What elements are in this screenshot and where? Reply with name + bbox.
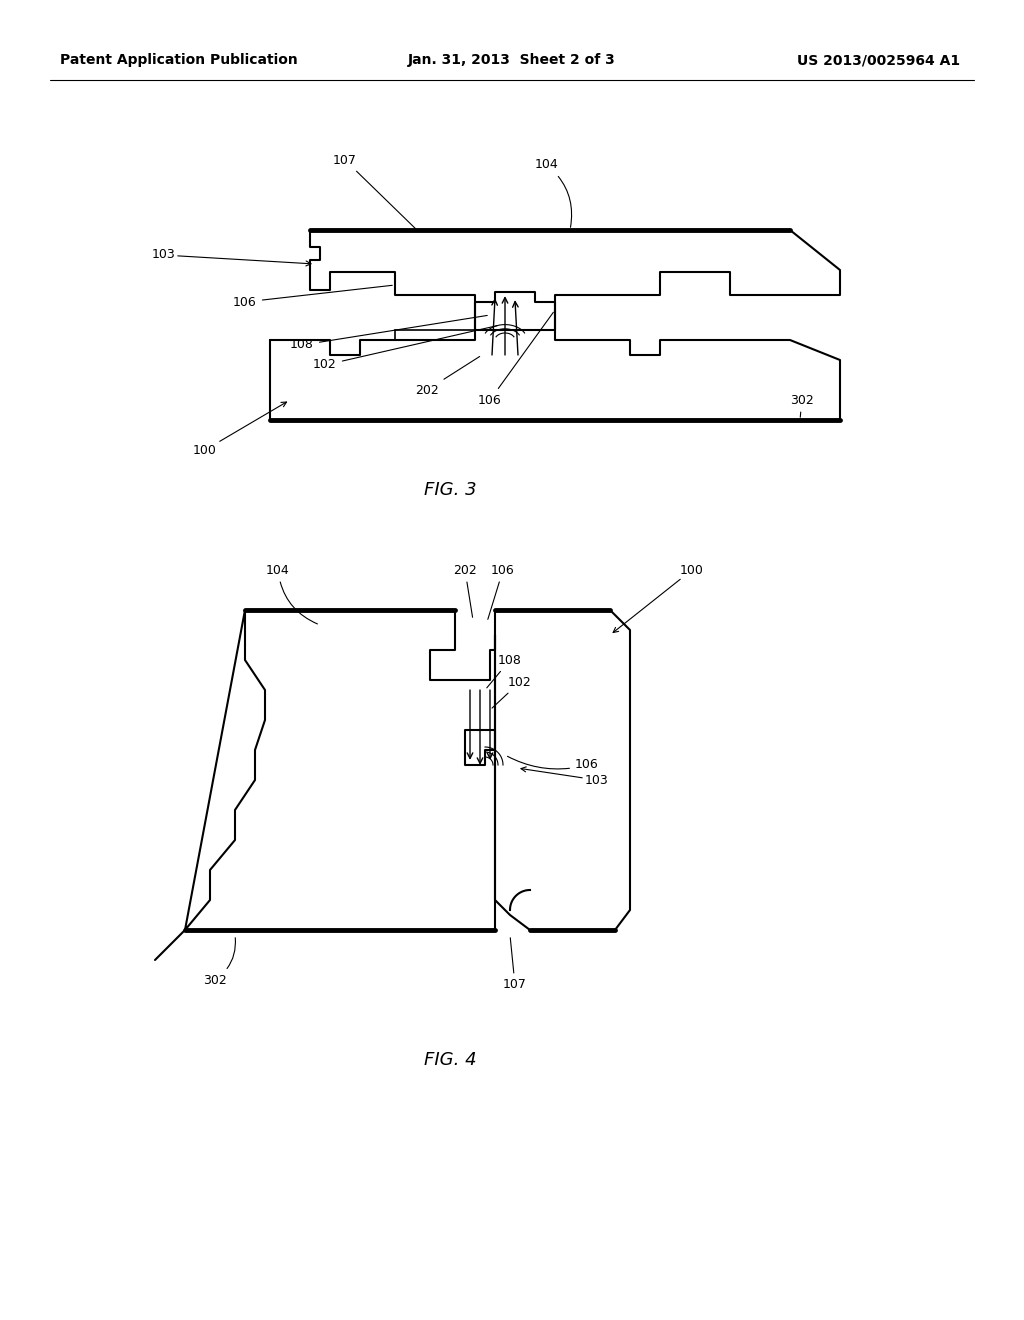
Text: 103: 103 xyxy=(521,767,608,787)
Text: 106: 106 xyxy=(478,313,553,407)
Text: 104: 104 xyxy=(266,564,317,624)
Text: FIG. 4: FIG. 4 xyxy=(424,1051,476,1069)
Text: 302: 302 xyxy=(790,393,814,417)
Text: 107: 107 xyxy=(333,153,418,231)
Text: 102: 102 xyxy=(492,676,531,708)
Text: Patent Application Publication: Patent Application Publication xyxy=(60,53,298,67)
Text: 107: 107 xyxy=(503,937,527,991)
Text: 202: 202 xyxy=(415,356,479,396)
Text: 108: 108 xyxy=(290,315,487,351)
Text: US 2013/0025964 A1: US 2013/0025964 A1 xyxy=(797,53,961,67)
Text: 100: 100 xyxy=(613,564,703,632)
Text: 106: 106 xyxy=(508,756,599,771)
Text: FIG. 3: FIG. 3 xyxy=(424,480,476,499)
Text: 202: 202 xyxy=(454,564,477,618)
Text: 108: 108 xyxy=(486,653,522,688)
Text: 104: 104 xyxy=(535,158,571,227)
Text: 106: 106 xyxy=(233,285,392,309)
Text: 102: 102 xyxy=(313,326,498,371)
Text: 100: 100 xyxy=(194,403,287,457)
Text: 106: 106 xyxy=(487,564,515,619)
Text: 103: 103 xyxy=(152,248,311,265)
Text: Jan. 31, 2013  Sheet 2 of 3: Jan. 31, 2013 Sheet 2 of 3 xyxy=(409,53,615,67)
Text: 302: 302 xyxy=(203,937,236,986)
